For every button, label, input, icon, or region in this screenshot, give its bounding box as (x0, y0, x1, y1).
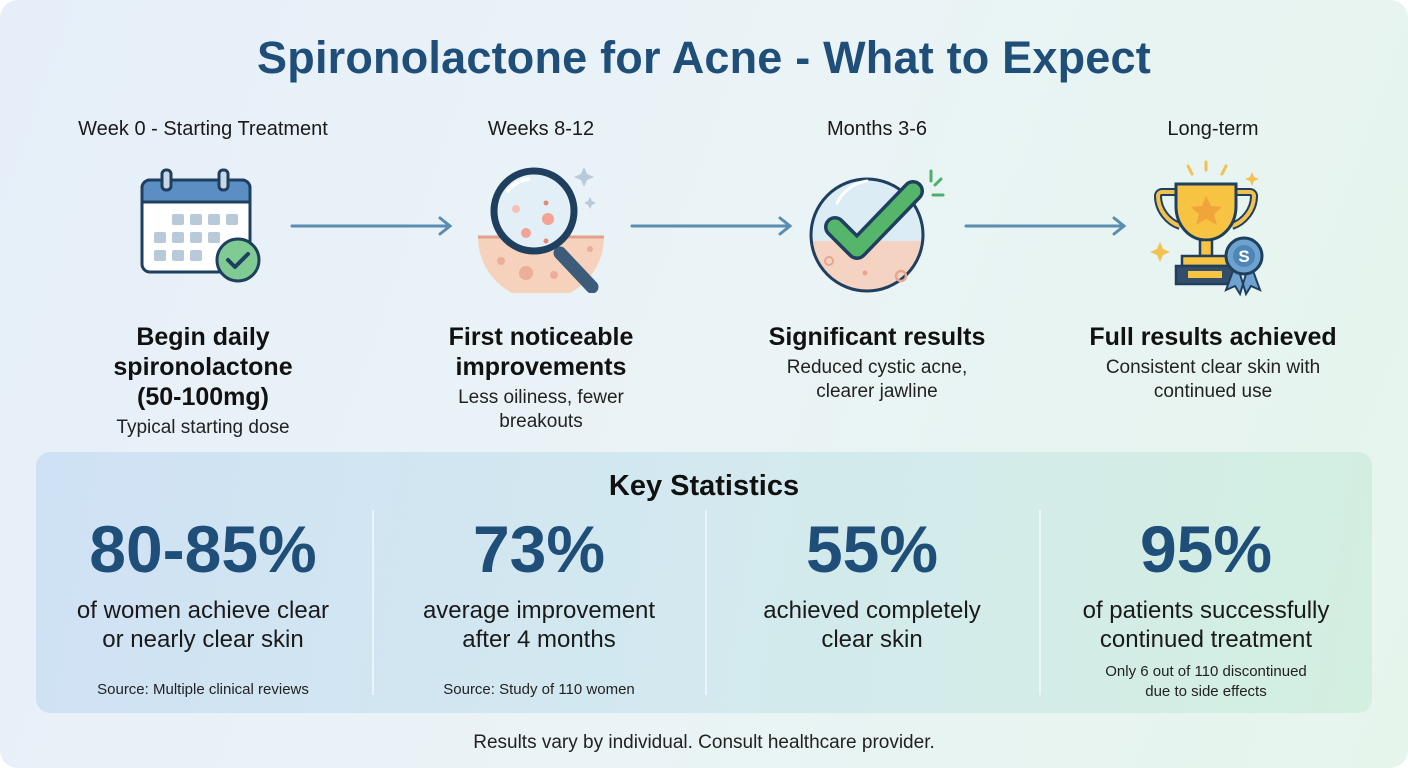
timeline-step-months-3-6: Months 3-6 Significant results Reduced c… (717, 118, 1037, 404)
desc-line: breakouts (499, 411, 583, 432)
desc-line: Less oiliness, fewer (458, 387, 624, 408)
stat-source: Source: Study of 110 women (372, 680, 706, 700)
step-heading: Begin daily spironolactone (50-100mg) (43, 322, 363, 412)
step-heading: Full results achieved (1053, 322, 1373, 352)
divider (372, 510, 374, 695)
heading-line: Significant results (768, 323, 986, 351)
desc-line: or nearly clear skin (102, 626, 304, 653)
timeline-step-long-term: Long-term S Full results achieved Consis… (1053, 118, 1373, 404)
desc-line: continued treatment (1099, 626, 1313, 653)
key-statistics-panel: Key Statistics 80-85% of women achieve c… (36, 452, 1372, 713)
step-label: Weeks 8-12 (487, 118, 595, 140)
stat-average-improvement: 73% average improvement after 4 months So… (372, 510, 706, 698)
desc-line: of patients successfully (1082, 597, 1330, 624)
desc-line: average improvement (422, 597, 656, 624)
heading-line: improvements (455, 353, 627, 381)
desc-line: clearer jawline (816, 381, 938, 402)
desc-line: Reduced cystic acne, (786, 357, 968, 378)
desc-line: continued use (1153, 381, 1273, 402)
stat-clear-skin-rate: 80-85% of women achieve clear or nearly c… (36, 510, 370, 698)
badge-letter: S (1238, 247, 1249, 266)
arrow-right-icon (630, 216, 793, 236)
step-label: Week 0 - Starting Treatment (78, 118, 328, 140)
note-line: Source: Multiple clinical reviews (97, 681, 309, 698)
desc-line: Typical starting dose (116, 417, 290, 438)
disclaimer-footer: Results vary by individual. Consult heal… (473, 732, 935, 753)
step-label: Long-term (1167, 118, 1259, 140)
stat-completely-clear: 55% achieved completely clear skin (705, 510, 1039, 654)
heading-line: spironolactone (113, 353, 293, 381)
stat-value: 73% (472, 512, 606, 586)
stat-description: average improvement after 4 months (372, 596, 706, 654)
stat-value: 80-85% (89, 512, 317, 586)
note-line: Source: Study of 110 women (443, 681, 635, 698)
divider (705, 510, 707, 695)
stat-continued-treatment: 95% of patients successfully continued tr… (1039, 510, 1373, 700)
stat-note: Only 6 out of 110 discontinued due to sid… (1039, 662, 1373, 702)
desc-line: achieved completely (763, 597, 981, 624)
note-line: due to side effects (1145, 683, 1267, 700)
magnifier-skin-icon (381, 148, 701, 308)
timeline-step-week-0: Week 0 - Starting Treatment Begin daily … (43, 118, 363, 440)
step-heading: Significant results (717, 322, 1037, 352)
checkmark-skin-icon (717, 148, 1037, 308)
calendar-check-icon (43, 148, 363, 308)
stat-description: achieved completely clear skin (705, 596, 1039, 654)
heading-line: Begin daily (136, 323, 270, 351)
page-title: Spironolactone for Acne - What to Expect (257, 32, 1151, 83)
key-statistics-title: Key Statistics (608, 470, 800, 502)
arrow-right-icon (290, 216, 453, 236)
desc-line: after 4 months (462, 626, 616, 653)
stat-description: of patients successfully continued treatm… (1039, 596, 1373, 654)
trophy-icon: S (1053, 148, 1373, 308)
desc-line: of women achieve clear (76, 597, 330, 624)
stat-description: of women achieve clear or nearly clear sk… (36, 596, 370, 654)
step-description: Typical starting dose (43, 416, 363, 440)
heading-line: First noticeable (448, 323, 634, 351)
step-description: Consistent clear skin with continued use (1053, 356, 1373, 404)
step-description: Less oiliness, fewer breakouts (381, 386, 701, 434)
timeline-step-weeks-8-12: Weeks 8-12 First noticeable improvements… (381, 118, 701, 434)
stat-source: Source: Multiple clinical reviews (36, 680, 370, 700)
step-description: Reduced cystic acne, clearer jawline (717, 356, 1037, 404)
stat-value: 95% (1139, 512, 1273, 586)
step-heading: First noticeable improvements (381, 322, 701, 382)
step-label: Months 3-6 (826, 118, 928, 140)
stat-value: 55% (805, 512, 939, 586)
desc-line: Consistent clear skin with (1105, 357, 1321, 378)
divider (1039, 510, 1041, 695)
desc-line: clear skin (821, 626, 923, 653)
heading-line: Full results achieved (1089, 323, 1337, 351)
arrow-right-icon (964, 216, 1127, 236)
note-line: Only 6 out of 110 discontinued (1105, 663, 1307, 680)
heading-line: (50-100mg) (137, 383, 269, 411)
